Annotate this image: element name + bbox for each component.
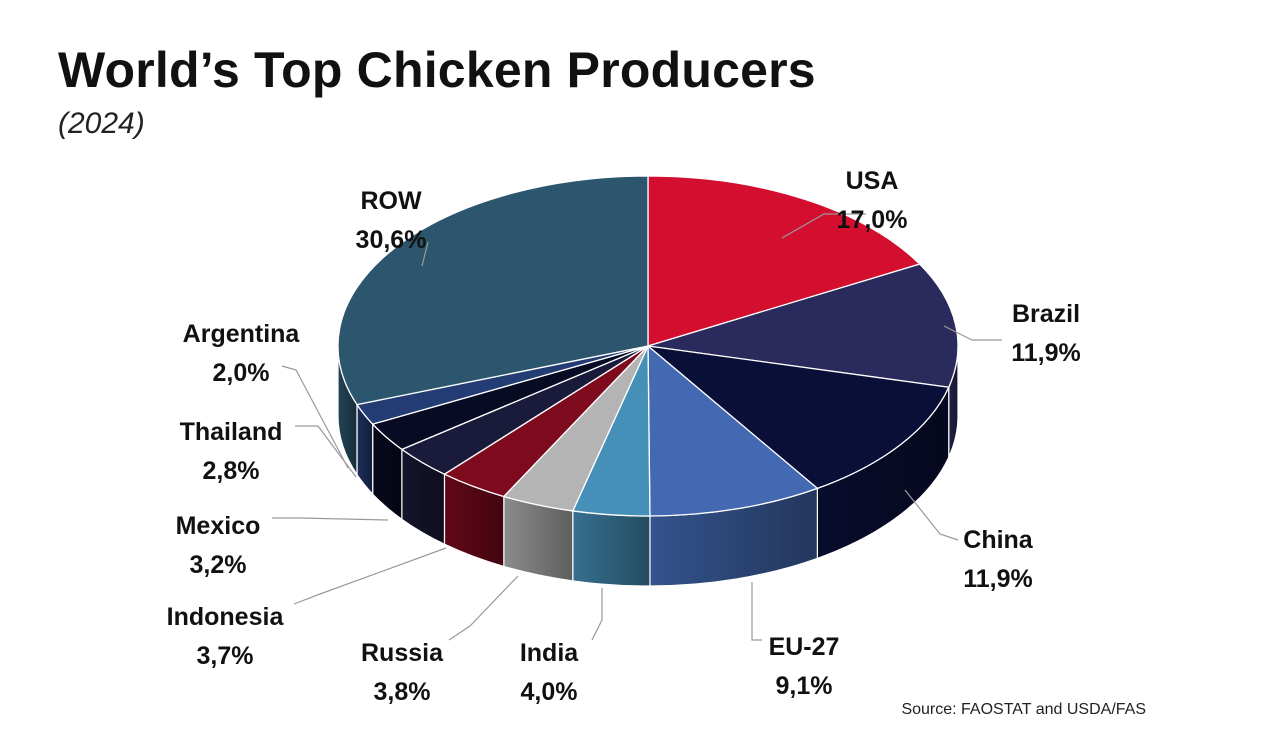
leader-line-brazil bbox=[943, 325, 1002, 341]
slice-name-thailand: Thailand bbox=[180, 418, 283, 446]
leader-line-russia bbox=[448, 575, 519, 641]
leader-line-mexico bbox=[272, 517, 389, 521]
slice-value-indonesia: 3,7% bbox=[197, 642, 254, 670]
chart-title: World’s Top Chicken Producers bbox=[58, 42, 816, 98]
leader-line-indonesia bbox=[293, 547, 447, 605]
slice-value-row: 30,6% bbox=[356, 226, 427, 254]
slice-name-argentina: Argentina bbox=[183, 320, 301, 348]
source-note: Source: FAOSTAT and USDA/FAS bbox=[901, 701, 1146, 718]
leader-lines-layer bbox=[272, 213, 1002, 641]
leader-line-argentina bbox=[281, 365, 349, 469]
slice-labels-layer: USA 17,0% Brazil 11,9% China 11,9% EU-27 9,1% In… bbox=[167, 167, 1081, 706]
leader-line-usa bbox=[781, 213, 866, 239]
slice-value-mexico: 3,2% bbox=[190, 551, 247, 579]
pie-slice-row bbox=[337, 175, 649, 406]
pie-side-india bbox=[572, 510, 651, 587]
slice-value-usa: 17,0% bbox=[837, 206, 908, 234]
slice-value-china: 11,9% bbox=[963, 565, 1033, 593]
slice-name-row: ROW bbox=[360, 187, 422, 215]
slice-name-mexico: Mexico bbox=[176, 512, 261, 540]
slice-value-thailand: 2,8% bbox=[203, 457, 260, 485]
leader-line-china bbox=[904, 489, 959, 541]
slice-name-india: India bbox=[520, 639, 579, 667]
pie-slice-eu-27 bbox=[647, 344, 819, 517]
chart-subtitle: (2024) bbox=[58, 107, 145, 140]
slice-name-indonesia: Indonesia bbox=[167, 603, 285, 631]
slice-value-russia: 3,8% bbox=[374, 678, 431, 706]
slice-name-brazil: Brazil bbox=[1012, 300, 1080, 328]
pie-slice-usa bbox=[647, 175, 921, 347]
slice-name-china: China bbox=[963, 526, 1034, 554]
slice-value-india: 4,0% bbox=[521, 678, 578, 706]
pie-slice-china bbox=[645, 345, 950, 490]
slice-name-russia: Russia bbox=[361, 639, 444, 667]
slice-name-eu-27: EU-27 bbox=[769, 633, 840, 661]
slice-value-eu-27: 9,1% bbox=[776, 672, 833, 700]
leader-line-eu-27 bbox=[751, 582, 762, 641]
pie-side-layer bbox=[337, 345, 959, 587]
slice-value-brazil: 11,9% bbox=[1011, 339, 1081, 367]
slice-value-argentina: 2,0% bbox=[213, 359, 270, 387]
pie-top-layer bbox=[337, 175, 959, 517]
leader-line-row bbox=[421, 241, 429, 267]
slice-name-usa: USA bbox=[846, 167, 899, 195]
leader-line-india bbox=[591, 588, 603, 641]
